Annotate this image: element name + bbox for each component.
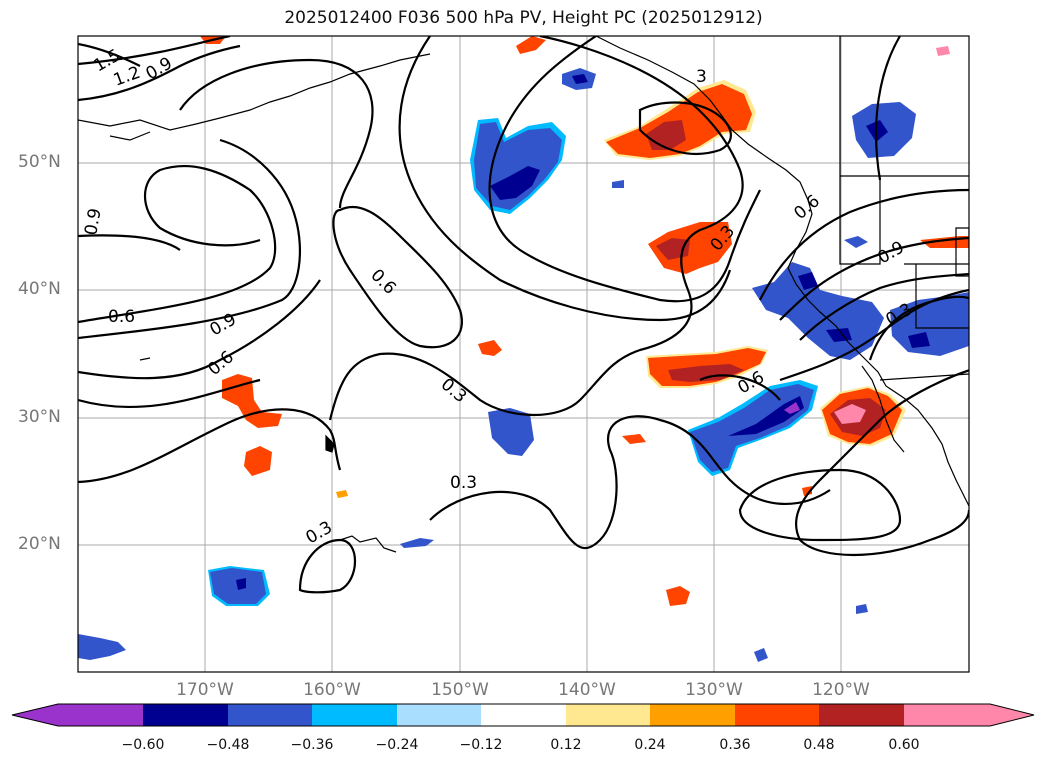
colorbar-tick: −0.36 <box>290 737 334 753</box>
contour-label: 0.3 <box>450 473 477 493</box>
contour-label: 3 <box>696 67 707 87</box>
contour-label: 0.6 <box>790 191 824 224</box>
colorbar-tick: −0.60 <box>121 737 165 753</box>
lon-label: 160°W <box>303 680 361 700</box>
colorbar-tick: 0.60 <box>888 737 920 753</box>
colorbar-tick: 0.24 <box>634 737 666 753</box>
lat-label: 50°N <box>18 152 61 172</box>
map-title: 2025012400 F036 500 hPa PV, Height PC (2… <box>284 8 763 28</box>
contour-label: 0.9 <box>81 207 105 237</box>
lon-label: 150°W <box>431 680 489 700</box>
contour-label: 0.6 <box>108 307 135 327</box>
lon-label: 170°W <box>176 680 234 700</box>
lat-label: 40°N <box>18 279 61 299</box>
contour-label: 0.6 <box>366 265 399 298</box>
colorbar-tick: 0.36 <box>719 737 751 753</box>
coastlines <box>78 36 969 553</box>
colorbar-tick: 0.48 <box>803 737 835 753</box>
lat-label: 20°N <box>18 534 61 554</box>
map-frame <box>77 35 970 673</box>
lon-label: 120°W <box>812 680 870 700</box>
lon-label: 140°W <box>558 680 616 700</box>
colorbar-tick: −0.24 <box>375 737 419 753</box>
lon-label: 130°W <box>685 680 743 700</box>
lat-label: 30°N <box>18 407 61 427</box>
height-contours <box>78 36 969 594</box>
colorbar-tick: 0.12 <box>550 737 582 753</box>
contour-label: 0.9 <box>143 53 176 84</box>
contour-label: 0.3 <box>303 517 336 548</box>
colorbar-tick: −0.12 <box>459 737 503 753</box>
colorbar-tick: −0.48 <box>206 737 250 753</box>
contour-label: 0.3 <box>437 375 471 408</box>
